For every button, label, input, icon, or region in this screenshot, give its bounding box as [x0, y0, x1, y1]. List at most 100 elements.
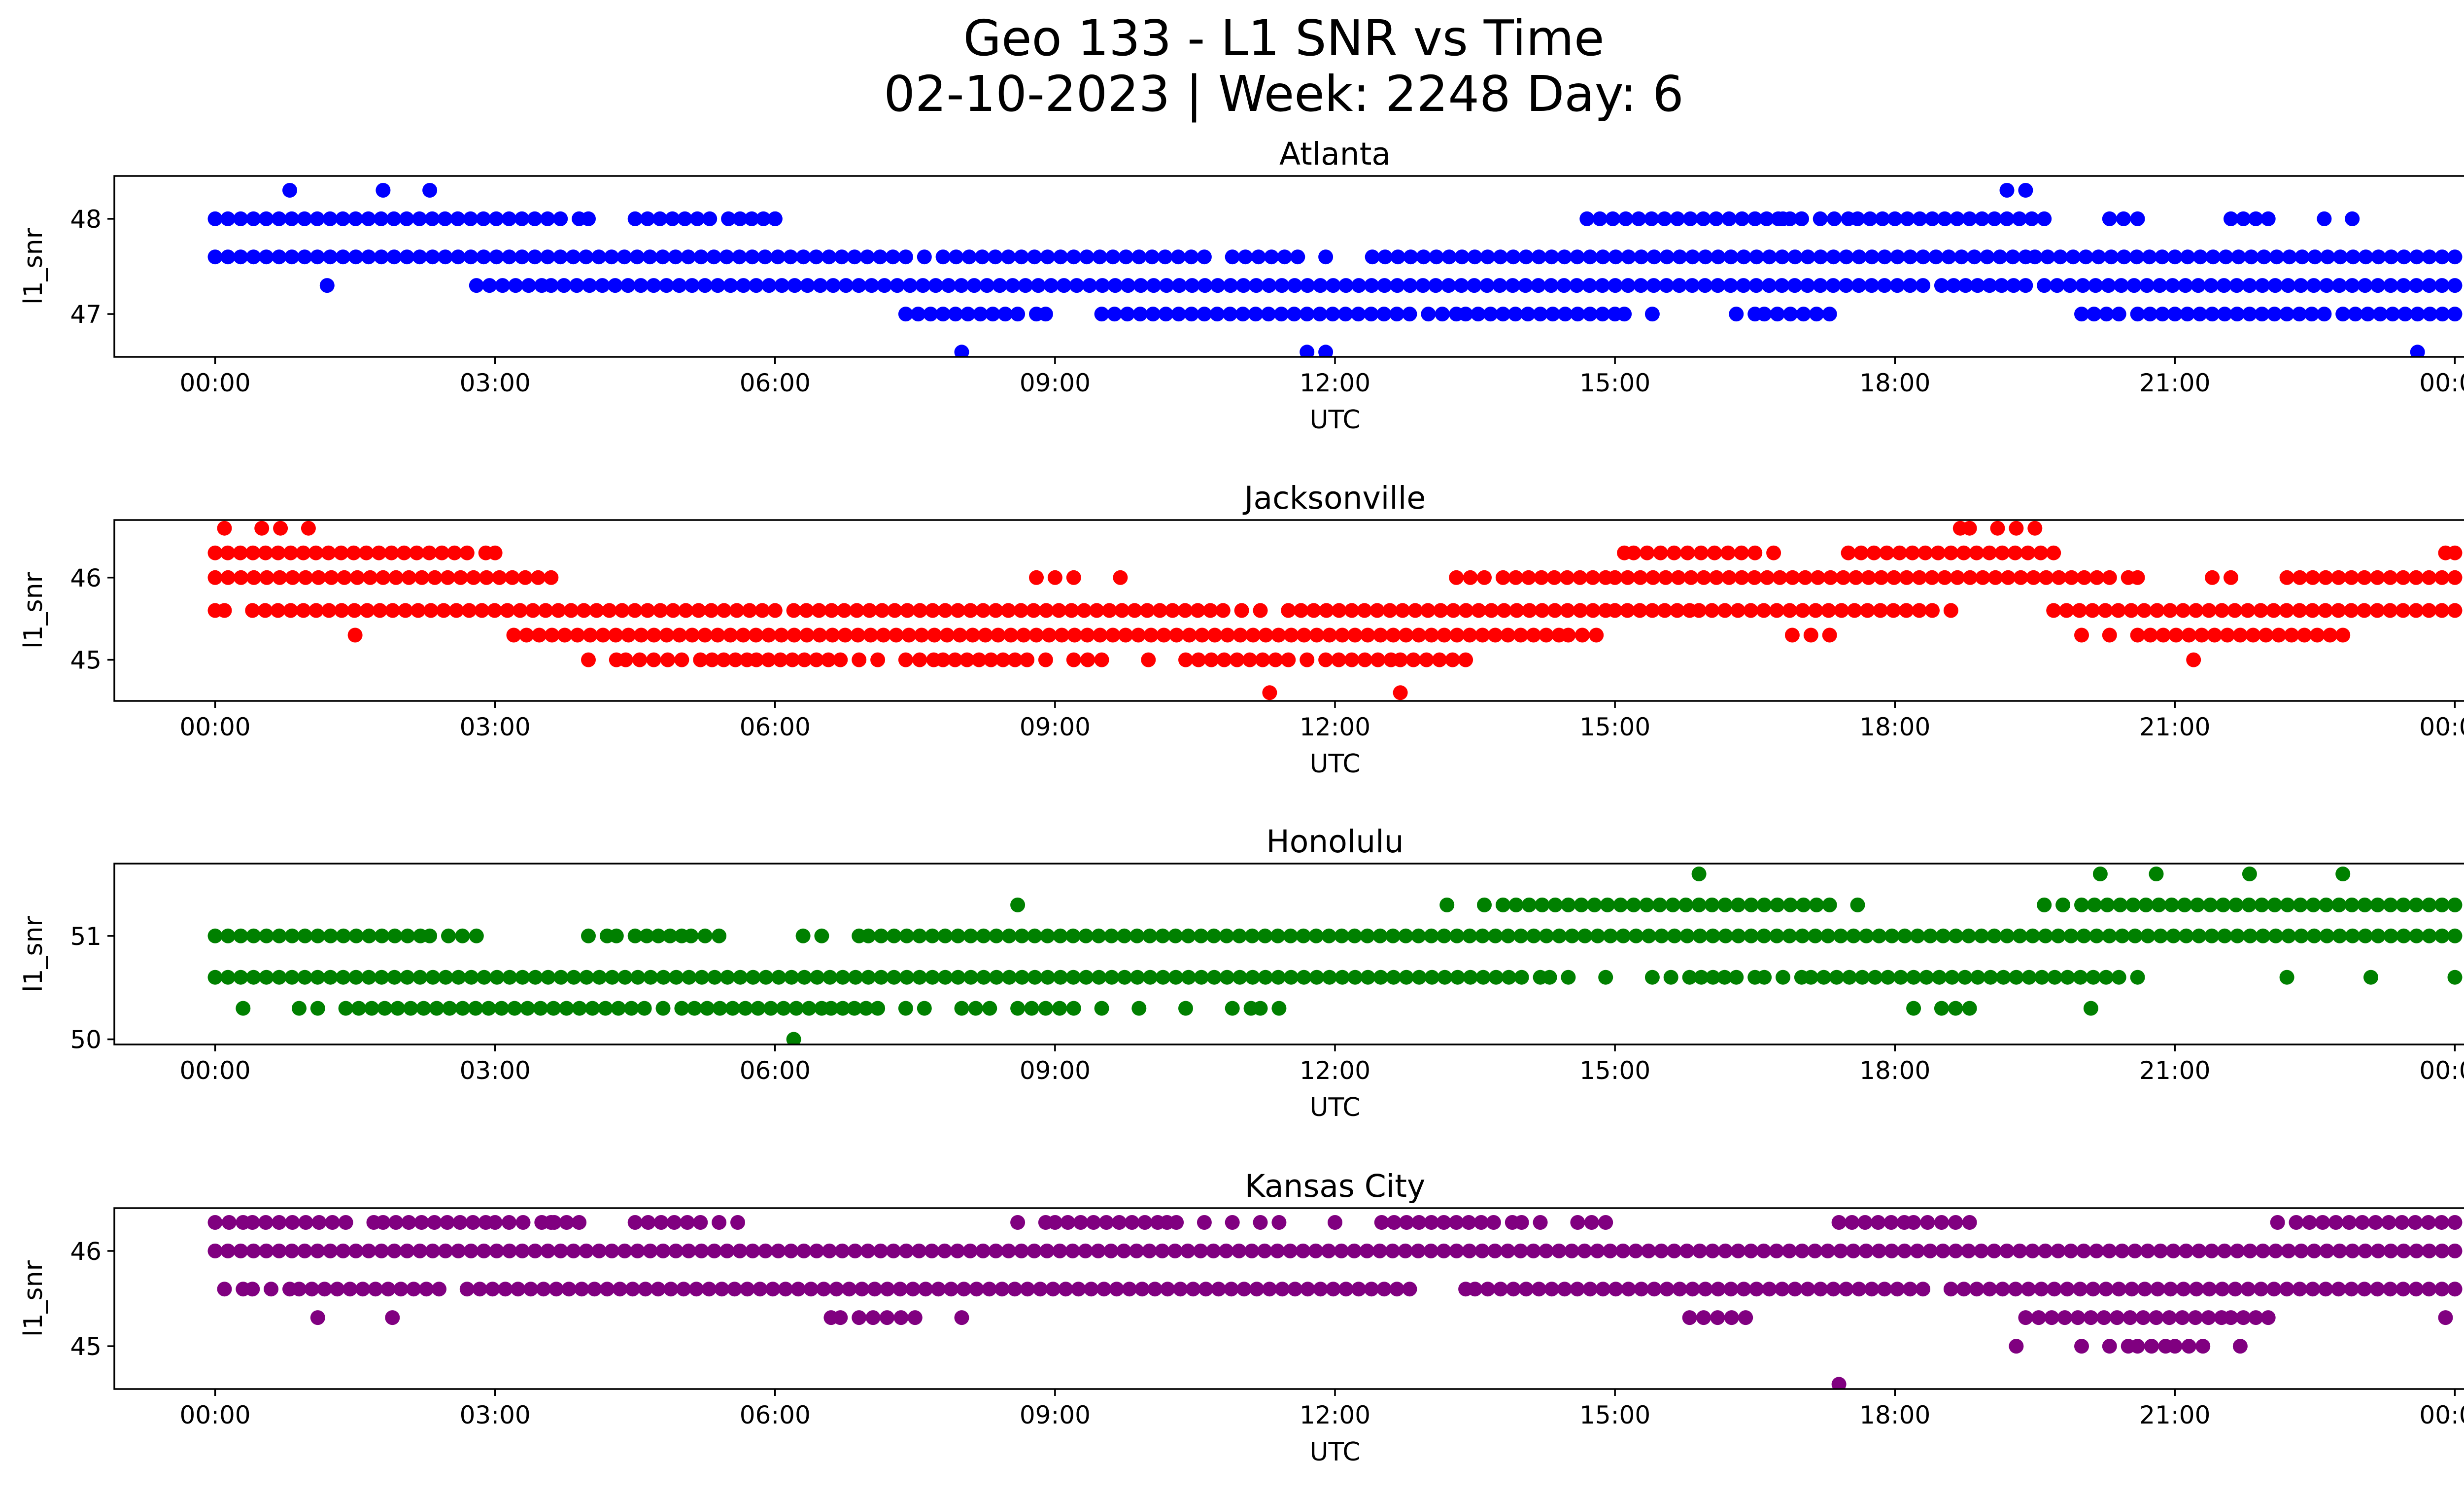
data-point: [1729, 970, 1744, 985]
data-point: [1667, 928, 1682, 943]
x-tick-label: 18:00: [1859, 713, 1930, 741]
data-point: [385, 603, 400, 618]
data-point: [1783, 307, 1798, 322]
x-tick-label: 15:00: [1579, 713, 1650, 741]
data-point: [1121, 278, 1135, 293]
data-point: [2434, 1243, 2450, 1258]
data-point: [935, 652, 951, 667]
data-point: [2318, 603, 2333, 618]
data-point: [1449, 1243, 1464, 1258]
data-point: [1986, 1243, 2002, 1258]
data-point: [1271, 1215, 1287, 1230]
data-point: [301, 521, 316, 536]
data-point: [1769, 1243, 1784, 1258]
data-point: [1823, 570, 1838, 585]
data-point: [729, 603, 745, 618]
data-point: [1069, 278, 1084, 293]
data-point: [1810, 570, 1825, 585]
data-point: [2363, 970, 2378, 985]
data-point: [514, 211, 530, 226]
data-point: [1364, 278, 1379, 293]
data-point: [2087, 307, 2102, 322]
data-point: [579, 249, 594, 265]
y-tick-label: 47: [70, 300, 102, 329]
data-point: [1670, 603, 1685, 618]
data-point: [1169, 627, 1184, 643]
data-point: [1950, 570, 1965, 585]
data-point: [1076, 603, 1092, 618]
data-point: [2395, 1215, 2410, 1230]
data-point: [1493, 1282, 1508, 1297]
data-point: [1248, 307, 1263, 322]
data-point: [1561, 897, 1576, 912]
data-point: [1158, 249, 1173, 265]
data-point: [659, 278, 674, 293]
data-point: [361, 1243, 376, 1258]
data-point: [1845, 1215, 1860, 1230]
data-point: [2021, 1282, 2036, 1297]
data-point: [325, 1215, 340, 1230]
data-point: [272, 928, 287, 943]
data-point: [1862, 211, 1878, 226]
data-point: [1683, 211, 1698, 226]
data-point: [1698, 1282, 1713, 1297]
data-point: [2074, 627, 2089, 643]
data-point: [2168, 627, 2184, 643]
data-point: [2191, 1243, 2207, 1258]
data-point: [2397, 307, 2413, 322]
data-point: [1230, 652, 1245, 667]
data-point: [1300, 652, 1315, 667]
data-point: [2236, 211, 2251, 226]
data-point: [1665, 897, 1680, 912]
data-point: [901, 627, 917, 643]
data-points: [207, 867, 2463, 1044]
data-point: [1169, 1215, 1184, 1230]
data-point: [674, 1001, 689, 1016]
data-point: [1620, 603, 1635, 618]
data-point: [1207, 627, 1223, 643]
data-point: [2227, 1282, 2243, 1297]
data-point: [1762, 1282, 1777, 1297]
data-point: [1168, 970, 1183, 985]
data-point: [655, 249, 670, 265]
data-point: [1717, 603, 1733, 618]
data-point: [1351, 307, 1366, 322]
x-tick-label: 00:00: [179, 369, 250, 397]
data-point: [1886, 603, 1901, 618]
x-tick-label: 09:00: [1020, 1056, 1091, 1085]
data-point: [1066, 1001, 1081, 1016]
data-point: [2279, 1282, 2294, 1297]
data-point: [1338, 278, 1354, 293]
data-point: [1900, 211, 1915, 226]
data-point: [2317, 307, 2332, 322]
data-point: [2256, 928, 2270, 943]
data-point: [1080, 627, 1095, 643]
data-point: [1127, 603, 1142, 618]
data-point: [1717, 897, 1733, 912]
data-point: [1300, 307, 1315, 322]
data-point: [1078, 1243, 1093, 1258]
data-point: [1508, 570, 1523, 585]
data-point: [2065, 249, 2081, 265]
data-point: [2129, 249, 2144, 265]
data-point: [1526, 1243, 1541, 1258]
data-point: [1999, 211, 2015, 226]
data-point: [1772, 570, 1787, 585]
data-point: [1680, 545, 1695, 560]
data-point: [2021, 970, 2037, 985]
data-point: [1389, 1282, 1404, 1297]
data-point: [1633, 278, 1648, 293]
data-point: [2319, 1243, 2334, 1258]
data-point: [1851, 249, 1867, 265]
x-tick-label: 09:00: [1020, 1401, 1091, 1429]
data-point: [338, 1001, 353, 1016]
data-point: [1749, 1282, 1764, 1297]
y-tick-label: 45: [70, 646, 102, 675]
data-point: [330, 1282, 345, 1297]
data-point: [474, 603, 489, 618]
data-point: [1520, 307, 1536, 322]
data-point: [848, 970, 863, 985]
data-point: [994, 1282, 1010, 1297]
data-point: [2038, 1243, 2053, 1258]
